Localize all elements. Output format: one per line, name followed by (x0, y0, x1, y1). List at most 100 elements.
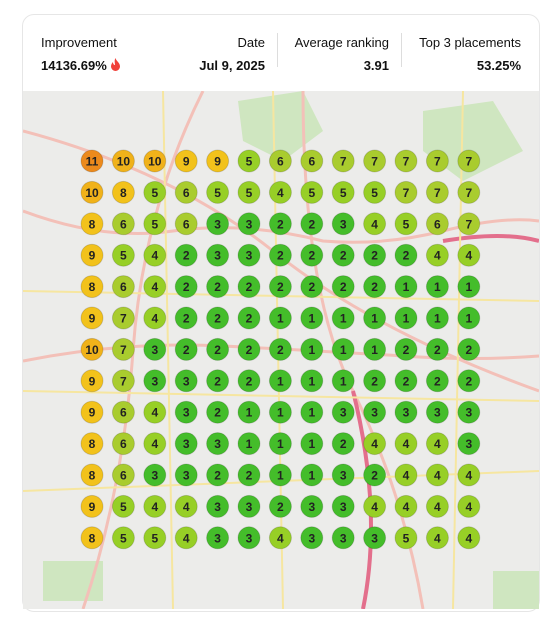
rank-pin (300, 400, 324, 424)
rank-label: 2 (371, 280, 378, 294)
rank-label: 2 (214, 343, 221, 357)
rank-label: 1 (371, 312, 378, 326)
rank-label: 8 (120, 186, 127, 200)
rank-pin (394, 526, 418, 550)
rank-pin (457, 369, 481, 393)
rank-label: 7 (465, 186, 472, 200)
rank-label: 2 (214, 406, 221, 420)
rank-pin (363, 432, 387, 456)
rank-label: 3 (246, 217, 253, 231)
rank-pin (394, 243, 418, 267)
rank-pin (237, 243, 261, 267)
rank-label: 3 (340, 469, 347, 483)
rank-label: 1 (308, 437, 315, 451)
rank-pin (80, 180, 104, 204)
stat: Top 3 placements 53.25% (419, 35, 521, 73)
rank-label: 4 (465, 469, 472, 483)
rank-label: 6 (120, 469, 127, 483)
rank-label: 3 (340, 406, 347, 420)
rank-label: 4 (434, 249, 441, 263)
rank-pin (143, 212, 167, 236)
rank-pin (425, 463, 449, 487)
stat-label: Top 3 placements (419, 35, 521, 50)
rank-label: 4 (403, 469, 410, 483)
rank-pin (174, 463, 198, 487)
rank-label: 8 (89, 437, 96, 451)
rank-label: 1 (403, 280, 410, 294)
rank-label: 6 (120, 280, 127, 294)
rank-label: 5 (151, 186, 158, 200)
rank-pin (457, 180, 481, 204)
rank-label: 2 (246, 343, 253, 357)
stat-value: 14136.69% (41, 58, 121, 73)
rank-pin (300, 337, 324, 361)
rank-pin (363, 369, 387, 393)
rank-pin (363, 463, 387, 487)
rank-label: 6 (434, 217, 441, 231)
rank-pin (111, 463, 135, 487)
rank-label: 10 (85, 343, 99, 357)
rank-label: 2 (277, 249, 284, 263)
rank-pin (394, 463, 418, 487)
rank-pin (80, 432, 104, 456)
rank-label: 2 (371, 469, 378, 483)
rank-pin (331, 275, 355, 299)
rank-label: 4 (151, 406, 158, 420)
rank-label: 11 (86, 155, 99, 169)
rank-label: 1 (277, 469, 284, 483)
rank-pin (268, 149, 292, 173)
rank-label: 5 (120, 531, 127, 545)
rank-pin (394, 149, 418, 173)
rank-pin (268, 180, 292, 204)
rank-label: 2 (371, 374, 378, 388)
rank-pin (331, 180, 355, 204)
rank-label: 6 (120, 217, 127, 231)
rank-pin (457, 432, 481, 456)
rank-pin (300, 463, 324, 487)
rank-pin (111, 149, 135, 173)
rank-label: 3 (340, 500, 347, 514)
rank-label: 7 (403, 155, 410, 169)
rank-pin (363, 400, 387, 424)
stat-value: 53.25% (476, 58, 521, 73)
rank-pin (300, 526, 324, 550)
stat-value-text: 14136.69% (41, 58, 107, 73)
rank-label: 5 (403, 217, 410, 231)
rank-pin (174, 306, 198, 330)
rank-pin (363, 526, 387, 550)
rank-label: 3 (371, 531, 378, 545)
rank-pin (268, 400, 292, 424)
rank-label: 4 (371, 217, 378, 231)
rank-pin (331, 432, 355, 456)
rank-pin (425, 494, 449, 518)
rank-pin (80, 400, 104, 424)
rank-pin (111, 212, 135, 236)
rank-pin (143, 243, 167, 267)
rank-label: 1 (434, 280, 441, 294)
rank-pin (111, 526, 135, 550)
rank-pin (363, 337, 387, 361)
rank-label: 4 (403, 500, 410, 514)
rank-pin (174, 243, 198, 267)
rank-pin (300, 212, 324, 236)
rank-pin (331, 369, 355, 393)
rank-label: 2 (340, 437, 347, 451)
rank-pin (457, 243, 481, 267)
rank-pin (80, 337, 104, 361)
rank-pin (237, 432, 261, 456)
rank-pin (80, 212, 104, 236)
rank-pin (394, 306, 418, 330)
rank-pin (425, 400, 449, 424)
rank-pin (394, 212, 418, 236)
rank-label: 4 (151, 249, 158, 263)
rank-label: 3 (151, 374, 158, 388)
rank-pin (80, 243, 104, 267)
rank-label: 5 (246, 155, 253, 169)
rank-label: 2 (465, 374, 472, 388)
rank-label: 3 (465, 437, 472, 451)
rank-pin (394, 275, 418, 299)
rank-label: 4 (151, 312, 158, 326)
rank-pin (80, 463, 104, 487)
rank-label: 8 (89, 280, 96, 294)
rank-label: 6 (183, 186, 190, 200)
